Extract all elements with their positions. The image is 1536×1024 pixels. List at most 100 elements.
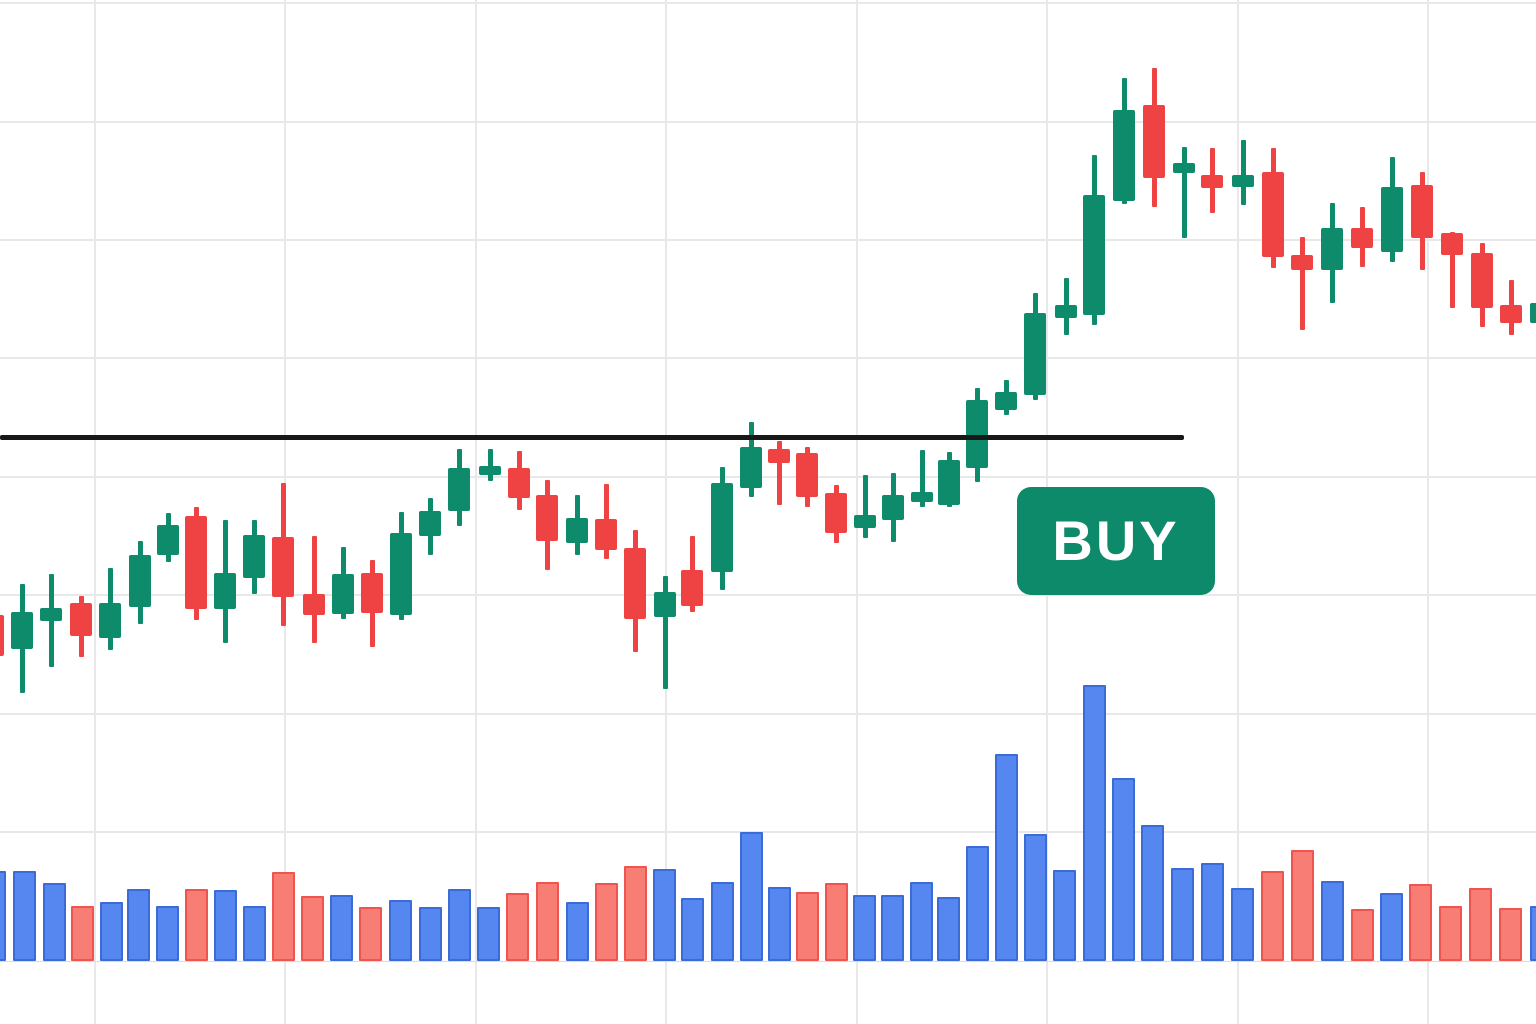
volume-bar-up — [1320, 881, 1344, 961]
resistance-line — [0, 435, 1184, 440]
candle-down — [796, 453, 818, 497]
volume-bar-down — [535, 882, 559, 961]
volume-bar-up — [710, 882, 734, 961]
volume-bar-up — [329, 895, 353, 961]
candle-wick — [1181, 147, 1187, 238]
candle-down — [624, 548, 646, 619]
candle-up — [129, 555, 151, 607]
candle-up — [911, 492, 933, 502]
candle-down — [1291, 255, 1313, 270]
candle-up — [448, 468, 470, 511]
candle-up — [995, 392, 1017, 410]
candle-up — [938, 460, 960, 505]
gridline-horizontal — [0, 239, 1536, 241]
gridline-horizontal — [0, 713, 1536, 715]
volume-bar-down — [505, 893, 529, 961]
volume-bar-up — [852, 895, 876, 961]
candle-wick — [1240, 140, 1246, 205]
volume-bar-up — [447, 889, 471, 961]
gridline-vertical — [94, 0, 96, 1024]
candle-down — [1351, 228, 1373, 248]
candle-up — [654, 592, 676, 617]
volume-bar-down — [1498, 908, 1522, 961]
candle-up — [1083, 195, 1105, 315]
candle-wick — [487, 449, 493, 481]
gridline-horizontal — [0, 476, 1536, 478]
volume-bar-up — [680, 898, 704, 961]
gridline-vertical — [1237, 0, 1239, 1024]
volume-bar-down — [1408, 884, 1432, 961]
candle-down — [1201, 175, 1223, 188]
candle-up — [157, 525, 179, 555]
gridline-horizontal — [0, 831, 1536, 833]
volume-bar-up — [1052, 870, 1076, 961]
volume-bar-up — [965, 846, 989, 961]
volume-bar-down — [1290, 850, 1314, 961]
candle-up — [1530, 303, 1536, 323]
candle-wick — [1299, 237, 1305, 330]
candle-down — [1471, 253, 1493, 308]
volume-bar-down — [70, 906, 94, 961]
volume-bar-up — [1111, 778, 1135, 961]
candle-up — [882, 495, 904, 520]
volume-bar-down — [300, 896, 324, 961]
volume-bar-down — [594, 883, 618, 961]
buy-button-label: BUY — [1052, 509, 1180, 572]
candle-wick — [776, 441, 782, 505]
volume-bar-up — [994, 754, 1018, 961]
candle-up — [11, 612, 33, 649]
candle-up — [1232, 175, 1254, 187]
volume-bar-up — [213, 890, 237, 961]
candle-down — [70, 603, 92, 636]
candle-wick — [862, 475, 868, 538]
volume-bar-up — [880, 895, 904, 961]
volume-bar-down — [1260, 871, 1284, 961]
candle-up — [40, 608, 62, 621]
volume-bar-down — [623, 866, 647, 961]
candle-up — [854, 515, 876, 528]
volume-bar-up — [936, 897, 960, 961]
candle-down — [1262, 172, 1284, 257]
candle-down — [681, 570, 703, 606]
candle-up — [1055, 305, 1077, 318]
gridline-vertical — [475, 0, 477, 1024]
candle-up — [332, 574, 354, 614]
candle-down — [361, 573, 383, 613]
candle-up — [479, 466, 501, 475]
candle-down — [303, 594, 325, 615]
candle-wick — [919, 450, 925, 507]
volume-bar-up — [1230, 888, 1254, 961]
candle-up — [1024, 313, 1046, 395]
candle-wick — [311, 536, 317, 643]
buy-button[interactable]: BUY — [1017, 487, 1215, 595]
volume-baseline — [0, 961, 1536, 962]
candle-up — [419, 511, 441, 536]
candle-down — [272, 537, 294, 597]
volume-bar-up — [1023, 834, 1047, 961]
volume-bar-up — [0, 871, 6, 961]
volume-bar-up — [565, 902, 589, 961]
volume-bar-up — [1529, 906, 1536, 961]
gridline-horizontal — [0, 594, 1536, 596]
volume-bar-up — [1379, 893, 1403, 961]
candle-down — [1143, 105, 1165, 178]
volume-bar-up — [909, 882, 933, 961]
volume-bar-up — [388, 900, 412, 961]
candle-up — [243, 535, 265, 578]
volume-bar-up — [126, 889, 150, 961]
candle-up — [390, 533, 412, 615]
volume-bar-down — [795, 892, 819, 961]
volume-bar-up — [1200, 863, 1224, 961]
candle-wick — [1449, 232, 1455, 308]
volume-bar-down — [358, 907, 382, 961]
candle-up — [740, 447, 762, 488]
candle-down — [1500, 305, 1522, 323]
volume-bar-up — [1082, 685, 1106, 961]
candle-up — [566, 518, 588, 543]
candle-down — [825, 493, 847, 533]
volume-bar-down — [1468, 888, 1492, 961]
volume-bar-up — [767, 887, 791, 961]
candle-up — [966, 400, 988, 468]
volume-bar-up — [476, 907, 500, 961]
